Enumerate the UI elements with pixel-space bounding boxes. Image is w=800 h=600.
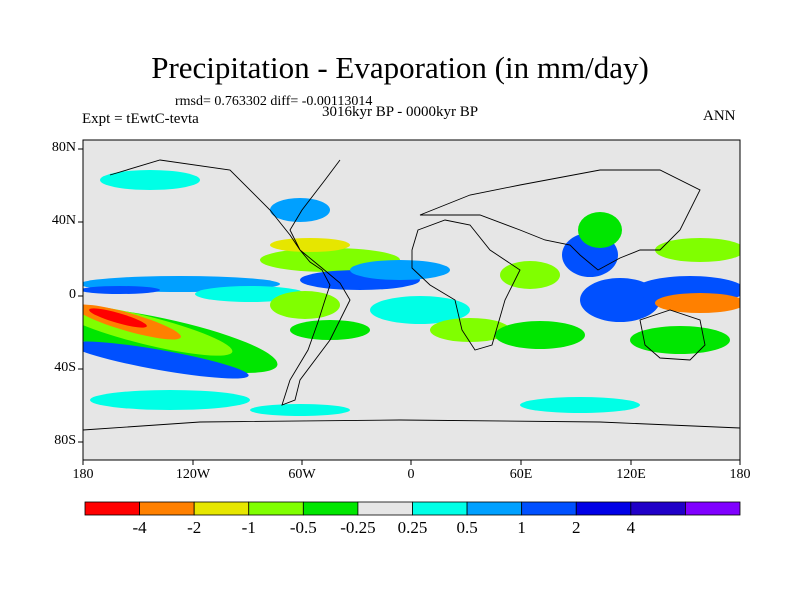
field-patch xyxy=(520,397,640,413)
colorbar-swatch xyxy=(193,501,250,516)
field-patches xyxy=(83,170,740,416)
lon-tick-label: 0 xyxy=(407,467,415,482)
colorbar-label: 1 xyxy=(517,518,526,537)
coastline xyxy=(419,169,701,271)
lon-tick-label: 60W xyxy=(288,467,316,482)
lat-tick-label: 80S xyxy=(54,433,76,448)
colorbar-label: -0.25 xyxy=(340,518,376,537)
lon-tick-label: 120W xyxy=(175,467,211,482)
field-patch xyxy=(500,261,560,289)
colorbar-swatch xyxy=(302,501,359,516)
colorbar-label: -2 xyxy=(187,518,202,537)
period-label: 3016kyr BP - 0000kyr BP xyxy=(322,104,479,120)
colorbar-swatch xyxy=(248,501,304,516)
coastline xyxy=(83,419,740,431)
colorbar-label: -0.5 xyxy=(289,518,317,537)
field-patch xyxy=(290,320,370,340)
field-patch xyxy=(270,238,350,252)
field-patch xyxy=(270,291,340,319)
colorbar-label: -4 xyxy=(132,518,147,537)
field-patch xyxy=(655,293,740,313)
colorbar-swatch xyxy=(84,501,140,516)
colorbar-swatch xyxy=(685,501,741,516)
lon-tick-label: 60E xyxy=(509,467,533,482)
field-patch xyxy=(370,296,470,324)
colorbar-swatch xyxy=(139,501,195,516)
coastline xyxy=(411,219,521,351)
colorbar-label: 2 xyxy=(572,518,581,537)
axis-ticks xyxy=(78,148,741,465)
colorbar-label: 0.5 xyxy=(456,518,478,537)
season-label: ANN xyxy=(703,108,736,124)
lon-tick-label: 180 xyxy=(72,467,94,482)
plot-title: Precipitation - Evaporation (in mm/day) xyxy=(151,50,649,85)
colorbar-label: 4 xyxy=(626,518,636,537)
field-patch xyxy=(350,260,450,280)
field-patch xyxy=(100,170,200,190)
colorbar xyxy=(84,501,741,516)
field-patch xyxy=(578,212,622,248)
field-patch xyxy=(89,308,147,328)
field-patch xyxy=(430,318,510,342)
field-patch xyxy=(495,321,585,349)
colorbar-label: -1 xyxy=(241,518,256,537)
colorbar-swatch xyxy=(466,501,523,516)
field-patch xyxy=(270,198,330,222)
colorbar-label: 0.25 xyxy=(397,518,428,537)
field-patch xyxy=(655,238,740,262)
field-patch xyxy=(630,326,730,354)
lon-tick-label: 120E xyxy=(616,467,646,482)
lat-tick-label: 80N xyxy=(51,140,76,155)
field-patch xyxy=(83,341,249,379)
experiment-label: Expt = tEwtC-tevta xyxy=(82,111,199,127)
lat-tick-label: 0 xyxy=(69,287,76,302)
coastlines xyxy=(83,159,740,431)
field-patch xyxy=(83,286,160,294)
colorbar-swatch xyxy=(575,501,632,516)
lon-tick-label: 180 xyxy=(729,467,751,482)
lat-tick-label: 40S xyxy=(54,360,76,375)
colorbar-swatch xyxy=(521,501,577,516)
stats-line: rmsd= 0.763302 diff= -0.00113014 xyxy=(175,94,373,109)
coastline xyxy=(639,309,706,361)
colorbar-swatch xyxy=(412,501,468,516)
field-patch xyxy=(250,404,350,416)
coastline xyxy=(109,159,351,406)
field-patch xyxy=(90,390,250,410)
lat-tick-label: 40N xyxy=(51,213,76,228)
colorbar-swatch xyxy=(630,501,686,516)
colorbar-swatch xyxy=(357,501,413,516)
